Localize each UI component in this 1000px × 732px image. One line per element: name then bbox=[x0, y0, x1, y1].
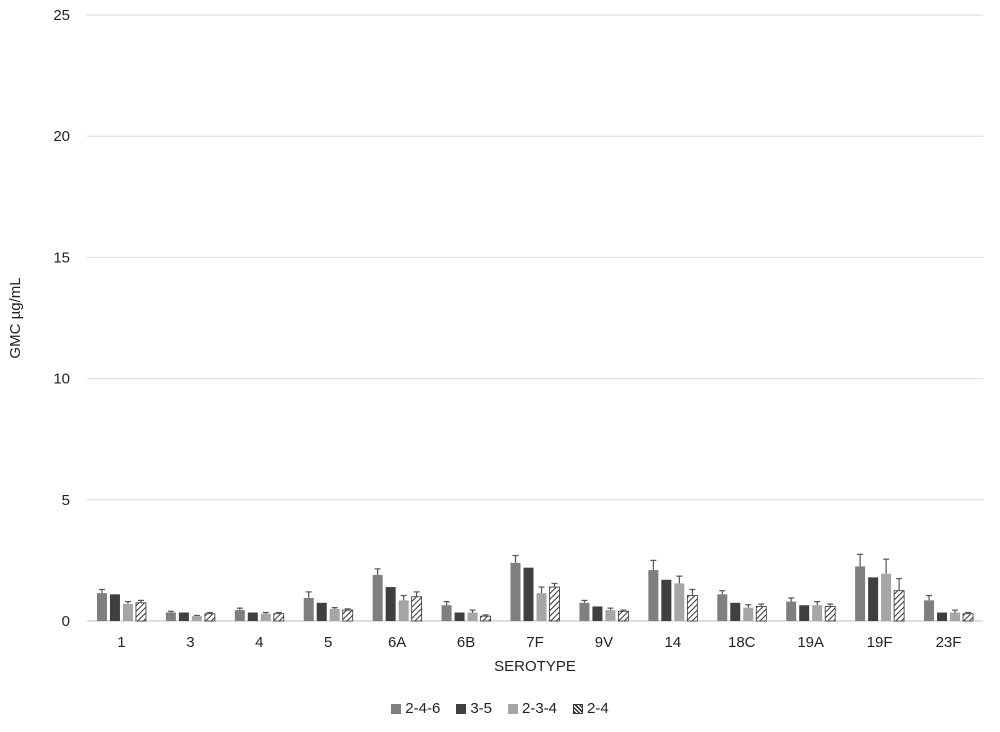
y-tick-label: 5 bbox=[62, 492, 70, 509]
bar-6A-3-5 bbox=[385, 587, 396, 621]
bar-18C-2-4-6 bbox=[717, 594, 728, 621]
legend-swatch bbox=[573, 703, 584, 714]
x-tick-label: 19A bbox=[797, 634, 824, 651]
legend-label: 3-5 bbox=[470, 700, 492, 717]
bar-23F-2-4 bbox=[962, 613, 974, 622]
bar-7F-3-5 bbox=[523, 567, 534, 621]
bar-19F-3-5 bbox=[868, 577, 879, 621]
y-tick-label: 15 bbox=[53, 249, 70, 266]
bar-19A-2-4 bbox=[824, 606, 836, 622]
bar-6B-2-4 bbox=[480, 615, 491, 622]
bar-19F-2-4 bbox=[893, 590, 905, 622]
bar-19A-3-5 bbox=[799, 605, 810, 621]
bar-6B-2-3-4 bbox=[467, 612, 478, 621]
bar-3-3-5 bbox=[178, 612, 189, 621]
bar-9V-2-3-4 bbox=[605, 610, 616, 621]
y-axis-title: GMC µg/mL bbox=[7, 277, 24, 358]
bar-14-3-5 bbox=[661, 579, 672, 621]
bar-6B-2-4-6 bbox=[441, 605, 452, 621]
bar-6B-3-5 bbox=[454, 612, 465, 621]
bar-5-2-3-4 bbox=[329, 608, 340, 621]
bar-3-2-4 bbox=[204, 613, 216, 622]
y-tick-label: 25 bbox=[53, 7, 70, 24]
x-tick-label: 9V bbox=[595, 634, 613, 651]
bar-3-2-4-6 bbox=[165, 612, 176, 621]
bars bbox=[96, 553, 974, 622]
legend-item: 2-4-6 bbox=[391, 700, 440, 717]
x-axis-title: SEROTYPE bbox=[494, 658, 576, 675]
x-tick-label: 19F bbox=[867, 634, 893, 651]
x-tick-label: 14 bbox=[665, 634, 682, 651]
bar-23F-3-5 bbox=[937, 612, 948, 621]
bar-5-3-5 bbox=[316, 602, 327, 621]
bar-14-2-3-4 bbox=[674, 583, 685, 621]
bar-9V-3-5 bbox=[592, 606, 603, 621]
x-tick-label: 4 bbox=[255, 634, 263, 651]
bar-1-2-4-6 bbox=[96, 593, 107, 621]
bar-4-2-3-4 bbox=[260, 613, 271, 621]
bar-19A-2-4-6 bbox=[786, 601, 797, 621]
legend-swatch bbox=[456, 703, 467, 714]
legend-label: 2-4 bbox=[587, 700, 609, 717]
legend-item: 2-3-4 bbox=[508, 700, 557, 717]
bar-3-2-3-4 bbox=[191, 616, 202, 621]
bar-19F-2-3-4 bbox=[881, 573, 892, 621]
x-tick-label: 3 bbox=[186, 634, 194, 651]
legend: 2-4-6 3-5 2-3-4 2-4 bbox=[0, 700, 1000, 717]
bar-5-2-4 bbox=[342, 609, 354, 622]
y-tick-label: 20 bbox=[53, 128, 70, 145]
legend-item: 3-5 bbox=[456, 700, 492, 717]
x-tick-label: 6A bbox=[388, 634, 406, 651]
bar-19F-2-4-6 bbox=[855, 566, 866, 621]
x-tick-label: 7F bbox=[526, 634, 544, 651]
x-tick-label: 1 bbox=[117, 634, 125, 651]
bar-23F-2-4-6 bbox=[924, 600, 935, 621]
bar-18C-2-4 bbox=[755, 606, 767, 622]
tick-labels: 0 5 10 15 20 25 1 3 4 5 6A 6B 7F 9V 14 18C 19A 19F 23F bbox=[53, 7, 961, 651]
bar-7F-2-3-4 bbox=[536, 593, 547, 621]
legend-label: 2-3-4 bbox=[522, 700, 558, 717]
legend-swatch bbox=[391, 703, 402, 714]
bar-5-2-4-6 bbox=[303, 597, 314, 621]
y-tick-label: 10 bbox=[53, 371, 70, 388]
bar-6A-2-4-6 bbox=[372, 574, 383, 621]
bar-1-2-3-4 bbox=[122, 604, 133, 621]
bar-7F-2-4-6 bbox=[510, 562, 521, 621]
bar-4-2-4-6 bbox=[234, 610, 245, 621]
x-tick-label: 18C bbox=[728, 634, 756, 651]
y-tick-label: 0 bbox=[62, 613, 70, 630]
bar-4-2-4 bbox=[273, 613, 285, 622]
x-tick-label: 6B bbox=[457, 634, 475, 651]
legend-item: 2-4 bbox=[573, 700, 609, 717]
bar-1-2-4 bbox=[135, 602, 147, 622]
bar-4-3-5 bbox=[247, 612, 258, 621]
bar-6A-2-3-4 bbox=[398, 600, 409, 621]
bar-23F-2-3-4 bbox=[950, 612, 961, 621]
legend-swatch bbox=[508, 703, 518, 714]
bar-19A-2-3-4 bbox=[812, 605, 823, 621]
bar-14-2-4 bbox=[686, 595, 698, 622]
bar-9V-2-4-6 bbox=[579, 602, 590, 621]
x-tick-label: 23F bbox=[936, 634, 962, 651]
bar-7F-2-4 bbox=[549, 586, 560, 622]
gridlines bbox=[87, 14, 983, 622]
bar-6A-2-4 bbox=[411, 596, 423, 622]
x-tick-label: 5 bbox=[324, 634, 332, 651]
bar-18C-2-3-4 bbox=[743, 607, 754, 621]
bar-14-2-4-6 bbox=[648, 570, 659, 621]
bar-1-3-5 bbox=[109, 594, 120, 621]
bar-18C-3-5 bbox=[730, 602, 741, 621]
bar-9V-2-4 bbox=[618, 610, 629, 622]
legend-label: 2-4-6 bbox=[405, 700, 441, 717]
